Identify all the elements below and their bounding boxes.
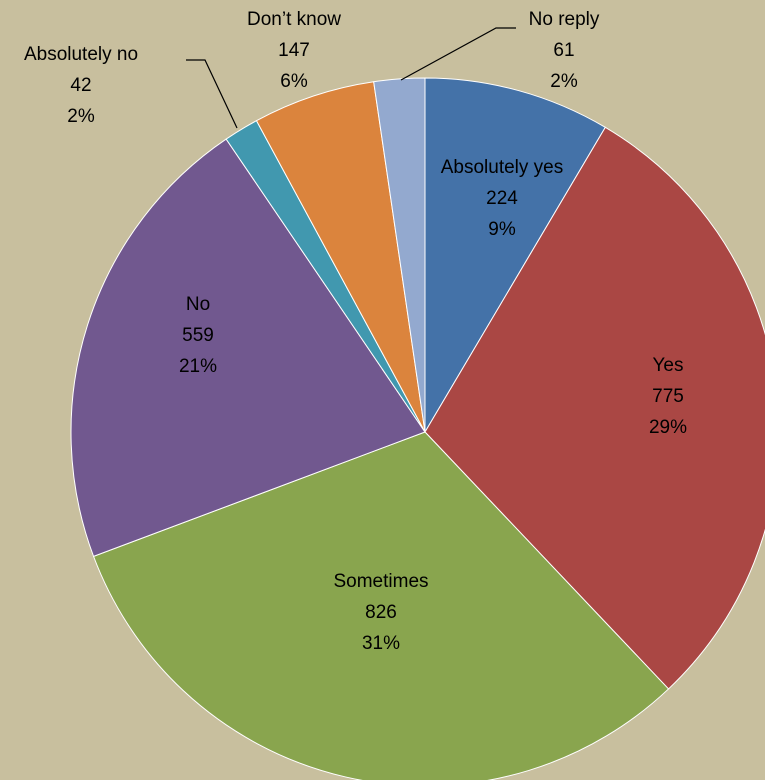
data-label-no-reply-percent: 2%	[550, 71, 578, 92]
pie-slices	[70, 77, 765, 780]
pie-slice-sometimes	[92, 431, 670, 780]
pie-slice-no	[70, 138, 426, 558]
data-label-no-percent: 21%	[179, 356, 217, 377]
leader-line-no-reply	[400, 27, 516, 81]
data-label-yes-value: 775	[652, 386, 684, 407]
leader-lines	[186, 27, 516, 129]
data-label-no-reply-category: No reply	[529, 9, 600, 30]
leader-line-absolutely-no	[186, 59, 238, 129]
pie-slice-yes	[424, 126, 765, 690]
data-label-absolutely-yes-value: 224	[486, 188, 518, 209]
data-label-yes-percent: 29%	[649, 417, 687, 438]
data-label-no-value: 559	[182, 325, 214, 346]
data-label-sometimes-category: Sometimes	[333, 571, 428, 592]
pie-slice-absolutely-yes	[424, 77, 606, 434]
data-label-don-t-know-percent: 6%	[280, 71, 308, 92]
data-label-absolutely-no-percent: 2%	[67, 106, 95, 127]
data-label-absolutely-yes-category: Absolutely yes	[441, 157, 564, 178]
data-label-absolutely-yes-percent: 9%	[488, 219, 516, 240]
data-labels: Absolutely yes 224 9% Yes 775 29% Sometimes 826…	[24, 9, 687, 654]
data-label-absolutely-no-value: 42	[70, 75, 91, 96]
data-label-don-t-know-category: Don’t know	[247, 9, 341, 30]
data-label-no-category: No	[186, 294, 210, 315]
data-label-sometimes-percent: 31%	[362, 633, 400, 654]
data-label-no-reply-value: 61	[553, 40, 574, 61]
data-label-yes-category: Yes	[653, 355, 684, 376]
pie-slice-no-reply	[373, 77, 426, 433]
data-label-don-t-know-value: 147	[278, 40, 310, 61]
data-label-absolutely-no-category: Absolutely no	[24, 44, 138, 65]
data-label-sometimes-value: 826	[365, 602, 397, 623]
